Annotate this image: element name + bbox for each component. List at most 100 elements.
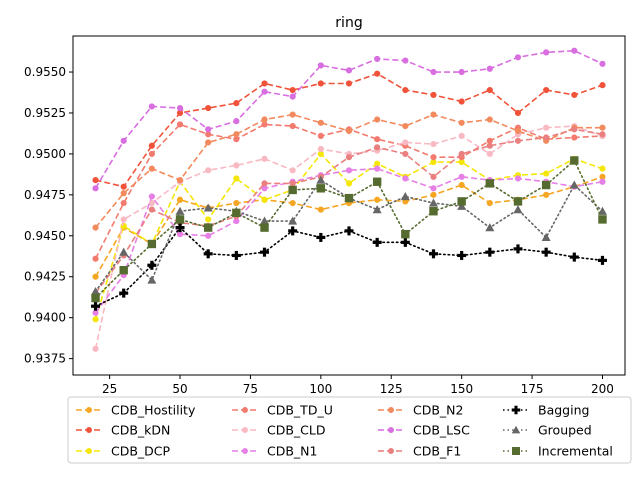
data-point bbox=[119, 247, 129, 256]
data-point bbox=[430, 154, 437, 161]
legend-label: CDB_CLD bbox=[267, 423, 326, 438]
legend-label: Incremental bbox=[538, 444, 613, 459]
data-point bbox=[344, 226, 354, 236]
legend-marker bbox=[242, 427, 248, 433]
data-point bbox=[514, 175, 522, 182]
data-point bbox=[372, 237, 382, 247]
data-point bbox=[233, 118, 240, 125]
data-point bbox=[486, 116, 493, 123]
plot-frame bbox=[72, 35, 626, 376]
data-point bbox=[430, 91, 437, 99]
legend-marker bbox=[86, 448, 92, 454]
data-point bbox=[317, 132, 324, 139]
y-tick-label: 0.9475 bbox=[24, 188, 66, 202]
data-point bbox=[233, 131, 240, 138]
data-point bbox=[317, 145, 324, 153]
data-point bbox=[261, 80, 268, 87]
plus-marker-v bbox=[572, 252, 576, 262]
data-point bbox=[514, 127, 522, 135]
x-tick-label: 75 bbox=[243, 382, 258, 396]
data-point bbox=[402, 57, 409, 64]
plus-marker-v bbox=[206, 249, 210, 259]
data-point bbox=[261, 180, 268, 187]
legend-label: Bagging bbox=[538, 403, 589, 418]
data-point bbox=[486, 199, 493, 207]
data-point bbox=[205, 104, 212, 112]
plus-marker-v bbox=[403, 237, 407, 247]
data-point bbox=[514, 109, 522, 117]
legend-entry: CDB_N1 bbox=[232, 444, 317, 459]
data-point bbox=[374, 55, 381, 63]
data-point bbox=[599, 124, 606, 131]
data-point bbox=[176, 231, 184, 238]
data-point bbox=[288, 226, 298, 236]
data-point bbox=[92, 309, 99, 316]
legend-label: CDB_N1 bbox=[267, 444, 317, 459]
data-point bbox=[120, 137, 127, 144]
legend-box bbox=[67, 396, 632, 464]
data-point bbox=[148, 206, 155, 213]
data-point bbox=[543, 134, 550, 141]
data-point bbox=[147, 275, 157, 284]
data-point bbox=[92, 316, 99, 323]
data-point bbox=[486, 86, 493, 94]
x-tick-label: 100 bbox=[309, 382, 332, 396]
x-tick-label: 150 bbox=[450, 382, 473, 396]
data-point bbox=[203, 203, 213, 212]
data-point bbox=[232, 208, 241, 218]
data-point bbox=[372, 177, 382, 186]
data-point bbox=[289, 86, 296, 94]
data-point bbox=[402, 139, 409, 146]
series-line bbox=[94, 167, 603, 314]
data-point bbox=[485, 247, 495, 257]
data-point bbox=[374, 136, 381, 143]
plus-marker-v bbox=[431, 249, 436, 259]
data-point bbox=[91, 286, 101, 296]
data-point bbox=[260, 216, 270, 225]
data-point bbox=[458, 132, 465, 139]
data-point bbox=[345, 180, 353, 187]
data-point bbox=[175, 206, 185, 215]
data-point bbox=[176, 196, 184, 203]
data-point bbox=[176, 177, 184, 184]
data-point bbox=[428, 249, 438, 259]
data-point bbox=[458, 119, 465, 126]
data-point bbox=[402, 122, 409, 130]
plus-marker-v bbox=[488, 247, 492, 257]
data-point bbox=[458, 181, 465, 189]
data-point bbox=[428, 198, 438, 207]
legend-entry: Incremental bbox=[503, 444, 613, 459]
data-point bbox=[599, 131, 606, 138]
legend-entry: CDB_N2 bbox=[378, 403, 463, 418]
plus-marker-v bbox=[234, 250, 238, 260]
x-tick-label: 200 bbox=[591, 382, 614, 396]
legend-entry: CDB_LSC bbox=[378, 423, 470, 438]
data-point bbox=[148, 165, 155, 172]
data-point bbox=[513, 205, 523, 214]
data-point bbox=[598, 215, 607, 224]
data-point bbox=[261, 116, 268, 123]
data-point bbox=[205, 232, 212, 239]
legend-marker bbox=[242, 407, 248, 413]
data-point bbox=[203, 249, 213, 259]
data-point bbox=[91, 293, 100, 303]
data-point bbox=[289, 111, 296, 118]
data-point bbox=[260, 223, 269, 232]
data-point bbox=[317, 62, 324, 69]
data-point bbox=[541, 180, 551, 190]
data-point bbox=[402, 150, 409, 158]
data-point bbox=[458, 98, 465, 105]
data-point bbox=[120, 199, 127, 207]
legend-label: CDB_kDN bbox=[111, 423, 170, 438]
series-incremental bbox=[91, 156, 607, 303]
data-point bbox=[288, 216, 298, 225]
data-point bbox=[374, 116, 381, 123]
data-point bbox=[514, 137, 522, 144]
data-point bbox=[289, 180, 296, 187]
data-point bbox=[316, 175, 326, 184]
plus-marker-v bbox=[262, 247, 267, 257]
data-point bbox=[374, 196, 381, 203]
legend-label: Grouped bbox=[538, 423, 592, 438]
